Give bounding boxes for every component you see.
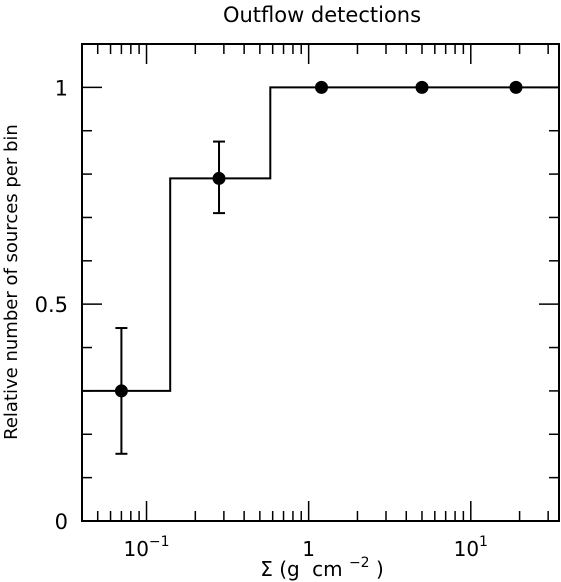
plot-frame: [81, 43, 560, 522]
x-major-ticks: [145, 44, 472, 521]
x-tick-labels: 10−1 1 101: [123, 534, 488, 561]
y-axis-label: Relative number of sources per bin: [1, 124, 22, 440]
x-tick-label-mantissa: 1: [302, 537, 315, 561]
y-tick-label: 0.5: [35, 293, 68, 317]
x-axis-label-close: ): [376, 557, 384, 581]
x-axis-label-exponent: −2: [349, 555, 370, 571]
data-point: [114, 384, 128, 398]
x-tick-label-exponent: 1: [479, 534, 488, 550]
step-histogram-line: [82, 86, 559, 392]
data-point: [212, 171, 226, 185]
x-tick-label: 101: [454, 534, 488, 561]
x-minor-ticks: [81, 44, 549, 521]
data-point: [314, 80, 328, 94]
x-axis-label-base: Σ (g: [260, 557, 300, 581]
y-tick-label: 1: [55, 76, 68, 100]
x-axis-label-unit: cm: [312, 557, 342, 581]
x-tick-label: 1: [302, 537, 315, 561]
y-tick-label: 0: [55, 510, 68, 534]
data-points: [114, 80, 523, 455]
y-tick-labels: 00.51: [35, 76, 68, 534]
x-axis-label: Σ (g cm −2 ): [260, 548, 384, 581]
x-tick-label: 10−1: [123, 534, 169, 561]
chart-title: Outflow detections: [223, 3, 421, 27]
y-ticks: [82, 86, 559, 522]
data-point: [509, 80, 523, 94]
x-tick-label-mantissa: 10: [123, 537, 148, 561]
data-point: [415, 80, 429, 94]
x-tick-label-mantissa: 10: [454, 537, 479, 561]
x-tick-label-exponent: −1: [149, 534, 170, 550]
